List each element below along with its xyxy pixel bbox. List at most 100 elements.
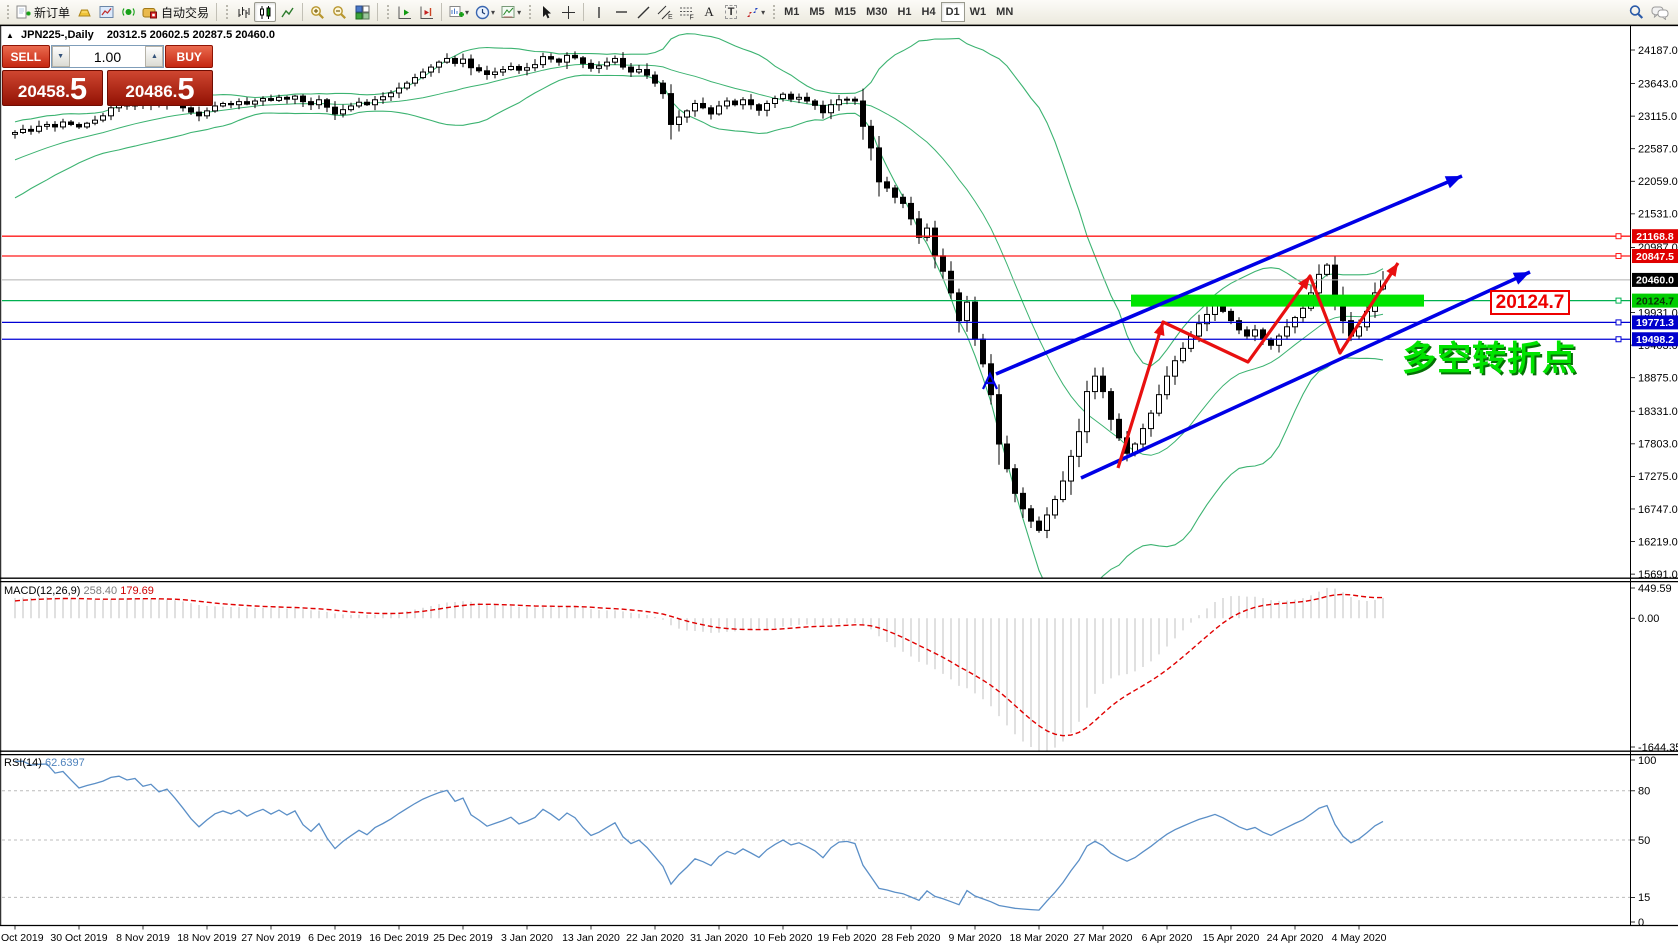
line-handle[interactable] xyxy=(1615,297,1622,304)
line-handle[interactable] xyxy=(1615,233,1622,240)
timeframe-button-mn[interactable]: MN xyxy=(996,6,1014,18)
timeframe-button-d1[interactable]: D1 xyxy=(940,2,965,22)
periods-button[interactable]: ▾ xyxy=(472,2,498,22)
timeframe-button-h4[interactable]: H4 xyxy=(921,6,936,18)
search-button[interactable] xyxy=(1625,2,1648,22)
macd-indicator-label: MACD(12,26,9) 258.40 179.69 xyxy=(4,585,154,597)
annotation-note-text[interactable]: 多空转折点 xyxy=(1402,340,1577,378)
chat-button[interactable] xyxy=(1648,2,1672,22)
volume-spinner[interactable]: ▼ 1.00 ▲ xyxy=(50,45,165,68)
dropdown-caret-icon: ▾ xyxy=(491,7,496,17)
price-tick-label: 17275.0 xyxy=(1638,471,1678,483)
toolbar-separator xyxy=(441,3,443,21)
sell-price-button[interactable]: 20458. 5 xyxy=(2,70,103,106)
timeframe-button-m30[interactable]: M30 xyxy=(866,6,888,18)
dropdown-caret-icon: ▾ xyxy=(761,7,766,17)
chart-window-icon xyxy=(99,6,114,18)
tile-windows-button[interactable] xyxy=(351,2,373,22)
zoom-out-button[interactable] xyxy=(329,2,351,22)
chart-symbol-period: JPN225-,Daily xyxy=(20,29,94,41)
date-tick-label: 30 Oct 2019 xyxy=(50,932,107,944)
price-callout-label[interactable]: 20124.7 xyxy=(1490,290,1570,315)
zigzag-arrowhead xyxy=(1297,276,1310,290)
rsi-name: RSI(14) xyxy=(4,757,42,769)
marker-a-annotation[interactable] xyxy=(982,371,998,390)
toolbar-drag-handle[interactable] xyxy=(527,3,533,21)
candlestick-mode-button[interactable] xyxy=(254,2,277,22)
chart-shift-icon xyxy=(420,6,433,19)
sell-button[interactable]: SELL xyxy=(2,45,50,68)
market-watch-button[interactable] xyxy=(73,2,95,22)
macd-pane[interactable] xyxy=(14,587,1384,751)
news-broadcast-button[interactable] xyxy=(117,2,139,22)
text-tool-button[interactable]: A xyxy=(698,2,720,22)
price-tick-label: 16219.0 xyxy=(1638,536,1678,548)
trend-channel-line-2[interactable] xyxy=(1080,270,1531,480)
arrows-tool-button[interactable]: ▾ xyxy=(742,2,768,22)
line-chart-mode-button[interactable] xyxy=(276,2,298,22)
trend-arrowhead xyxy=(1512,272,1530,285)
autotrading-button[interactable]: 自动交易 xyxy=(139,2,212,22)
trend-channel-line-1[interactable] xyxy=(995,174,1463,376)
timeframe-button-h1[interactable]: H1 xyxy=(897,6,912,18)
rsi-line xyxy=(15,760,1384,911)
auto-scroll-button[interactable] xyxy=(393,2,415,22)
bar-chart-mode-button[interactable] xyxy=(232,2,254,22)
new-order-button[interactable]: 新订单 xyxy=(13,2,73,22)
chart-window-button[interactable] xyxy=(95,2,117,22)
line-handle[interactable] xyxy=(1615,253,1622,260)
volume-value[interactable]: 1.00 xyxy=(93,48,122,65)
price-badge-label: 19498.2 xyxy=(1636,334,1674,346)
cursor-tool-button[interactable] xyxy=(535,2,557,22)
channel-tool-button[interactable]: E xyxy=(654,2,676,22)
toolbar-drag-handle[interactable] xyxy=(385,3,391,21)
toolbar-drag-handle[interactable] xyxy=(224,3,230,21)
chart-shift-button[interactable] xyxy=(415,2,437,22)
fibonacci-tool-button[interactable]: F xyxy=(676,2,698,22)
svg-text:F: F xyxy=(690,14,694,20)
main-chart-area[interactable] xyxy=(12,33,1386,605)
price-tick-label: 22059.0 xyxy=(1638,176,1678,188)
new-chart-button[interactable]: ▾ xyxy=(446,2,472,22)
date-tick-label: 22 Jan 2020 xyxy=(626,932,684,944)
auto-scroll-icon xyxy=(398,6,411,19)
timeframe-button-m5[interactable]: M5 xyxy=(809,6,825,18)
toolbar-drag-handle[interactable] xyxy=(771,3,777,21)
zigzag-annotation[interactable] xyxy=(1116,262,1400,469)
volume-increase-button[interactable]: ▲ xyxy=(145,46,164,67)
crosshair-icon xyxy=(561,5,575,19)
zoom-in-icon xyxy=(311,5,325,19)
text-a-icon: A xyxy=(704,4,714,19)
volume-decrease-button[interactable]: ▼ xyxy=(51,46,70,67)
date-tick-label: 9 Mar 2020 xyxy=(948,932,1001,944)
main-toolbar: 新订单 自动交易 ▾ xyxy=(0,0,1678,25)
text-label-tool-button[interactable]: T xyxy=(720,2,742,22)
chart-ohlc-values: 20312.5 20602.5 20287.5 20460.0 xyxy=(106,29,276,41)
line-handle[interactable] xyxy=(1615,319,1622,326)
timeframe-button-m1[interactable]: M1 xyxy=(784,6,800,18)
toolbar-drag-handle[interactable] xyxy=(5,3,10,21)
vertical-line-tool-button[interactable] xyxy=(588,2,610,22)
buy-button[interactable]: BUY xyxy=(165,45,213,68)
date-tick-label: 28 Feb 2020 xyxy=(882,932,941,944)
date-tick-label: 4 May 2020 xyxy=(1332,932,1387,944)
svg-text:E: E xyxy=(668,14,673,20)
templates-button[interactable]: ▾ xyxy=(498,2,524,22)
line-handle[interactable] xyxy=(1615,336,1622,343)
horizontal-line-tool-button[interactable] xyxy=(610,2,632,22)
support-band-annotation[interactable] xyxy=(1131,294,1424,307)
rsi-axis-label: 50 xyxy=(1638,835,1650,847)
price-badge xyxy=(1632,293,1678,308)
price-tick-label: 23643.0 xyxy=(1638,78,1678,90)
price-tick-label: 18331.0 xyxy=(1638,406,1678,418)
trendline-tool-button[interactable] xyxy=(632,2,654,22)
timeframe-button-m15[interactable]: M15 xyxy=(834,6,857,18)
date-tick-label: 18 Nov 2019 xyxy=(177,932,237,944)
buy-price-button[interactable]: 20486. 5 xyxy=(107,70,213,106)
timeframe-button-w1[interactable]: W1 xyxy=(969,6,987,18)
crosshair-tool-button[interactable] xyxy=(557,2,579,22)
templates-icon xyxy=(501,6,515,18)
rsi-value: 62.6397 xyxy=(44,757,85,769)
zoom-in-button[interactable] xyxy=(307,2,329,22)
